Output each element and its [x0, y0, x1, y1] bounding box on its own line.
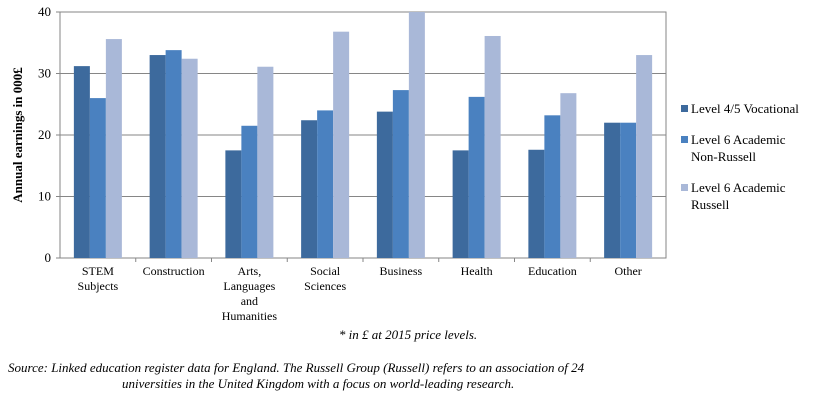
bar: [408, 12, 425, 258]
bar: [73, 66, 90, 259]
x-tick-label: Social: [310, 264, 341, 278]
bar: [560, 93, 577, 259]
bar: [484, 35, 501, 258]
legend-label: Non-Russell: [691, 149, 756, 164]
legend-item: Level 4/5 Vocational: [681, 100, 816, 117]
x-tick-label: Subjects: [78, 279, 119, 293]
bar: [636, 55, 653, 258]
chart-footnote: * in £ at 2015 price levels.: [338, 327, 478, 342]
legend-swatch: [681, 184, 688, 191]
bar: [89, 98, 106, 258]
x-tick-label: Languages: [223, 279, 275, 293]
bar: [301, 120, 318, 259]
y-tick-label: 40: [38, 4, 51, 19]
legend-swatch: [681, 136, 688, 143]
bar: [333, 31, 350, 259]
bar: [604, 122, 621, 258]
bar: [241, 125, 258, 259]
legend-label: Level 4/5 Vocational: [691, 101, 799, 116]
bar: [620, 122, 637, 258]
source-line-1: Source: Linked education register data f…: [8, 360, 585, 375]
bar: [544, 115, 561, 258]
x-tick-label: Arts,: [238, 264, 262, 278]
x-tick-label: Business: [380, 264, 423, 278]
bar: [165, 50, 182, 258]
y-axis-label: Annual earnings in 000£: [10, 67, 25, 203]
legend-item: Level 6 Academic Non-Russell: [681, 131, 816, 165]
bar: [528, 149, 545, 258]
bar: [376, 111, 393, 258]
bar: [225, 150, 242, 258]
bar: [452, 150, 469, 258]
y-tick-label: 30: [38, 66, 51, 81]
x-tick-label: Construction: [143, 264, 205, 278]
legend-label: Level 6 Academic: [691, 180, 786, 195]
x-tick-label: STEM: [82, 264, 114, 278]
x-tick-label: Health: [461, 264, 493, 278]
legend-label: Level 6 Academic: [691, 132, 786, 147]
source-note: Source: Linked education register data f…: [0, 360, 816, 392]
legend-item: Level 6 Academic Russell: [681, 179, 816, 213]
y-tick-label: 0: [45, 250, 52, 265]
bar-chart: 0 10 20 30 40 Annual earnings in 000£ STEMSubj…: [10, 4, 667, 323]
x-tick-label: Humanities: [222, 309, 278, 323]
y-tick-label: 10: [38, 189, 51, 204]
bar: [181, 58, 198, 258]
x-tick-label: Sciences: [304, 279, 346, 293]
bar: [468, 96, 485, 259]
bar: [317, 110, 334, 259]
x-tick-label: Other: [614, 264, 641, 278]
legend-label: Russell: [691, 197, 730, 212]
source-line-2: universities in the United Kingdom with …: [122, 376, 515, 391]
chart-legend: Level 4/5 Vocational Level 6 Academic Non-…: [681, 100, 816, 227]
legend-swatch: [681, 105, 688, 112]
bar: [105, 39, 122, 259]
bar: [392, 90, 409, 258]
x-tick-label: and: [241, 294, 258, 308]
x-tick-label: Education: [528, 264, 577, 278]
y-tick-label: 20: [38, 127, 51, 142]
bar: [257, 66, 274, 258]
bar: [149, 55, 166, 258]
